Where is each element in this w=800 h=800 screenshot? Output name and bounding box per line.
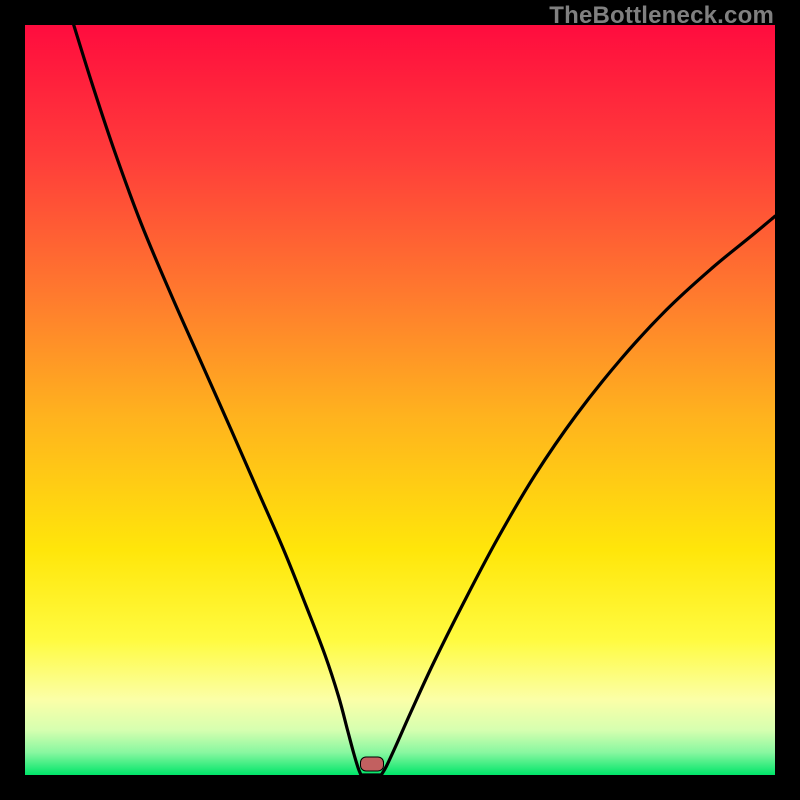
curve-left xyxy=(74,25,361,775)
optimum-marker xyxy=(360,757,384,772)
bottleneck-curve xyxy=(25,25,775,775)
plot-area xyxy=(25,25,775,775)
curve-right xyxy=(381,216,775,775)
watermark-text: TheBottleneck.com xyxy=(549,2,774,30)
